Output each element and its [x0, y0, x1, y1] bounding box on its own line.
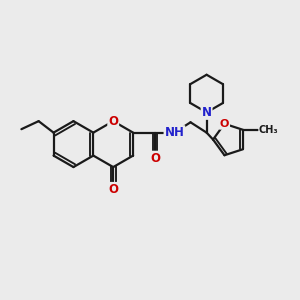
Text: O: O: [108, 183, 118, 196]
Text: NH: NH: [164, 126, 184, 139]
Text: H: H: [170, 128, 179, 138]
Text: O: O: [220, 119, 229, 129]
Text: CH₃: CH₃: [259, 125, 278, 135]
Text: O: O: [150, 152, 160, 165]
Text: O: O: [108, 115, 118, 128]
Text: N: N: [202, 106, 212, 119]
